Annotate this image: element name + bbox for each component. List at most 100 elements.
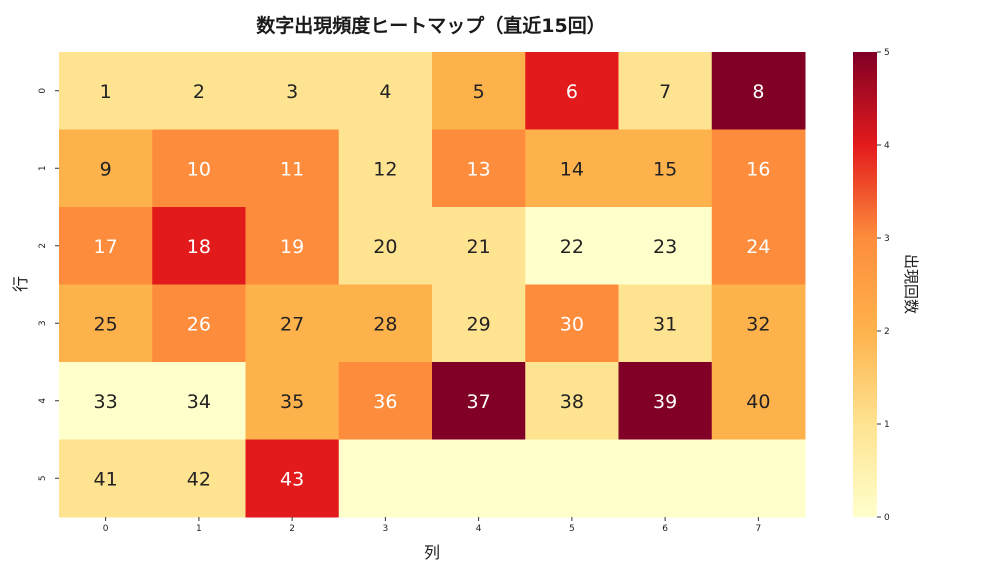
cell-label: 28 — [373, 313, 397, 335]
heatmap-cell — [432, 284, 526, 363]
heatmap-cell — [618, 129, 713, 208]
cell-label: 38 — [560, 391, 584, 413]
heatmap-cell — [711, 362, 806, 440]
x-tick-label: 1 — [196, 524, 202, 534]
heatmap-cell — [338, 207, 433, 285]
heatmap-cell — [59, 439, 153, 518]
colorbar-tick-label: 1 — [884, 420, 890, 430]
heatmap-cell — [432, 52, 526, 130]
cell-label: 25 — [94, 313, 118, 335]
cell-label: 18 — [187, 236, 211, 258]
chart-title: 数字出現頻度ヒートマップ（直近15回） — [256, 14, 605, 37]
cell-label: 42 — [187, 468, 211, 490]
cell-label: 32 — [746, 313, 770, 335]
heatmap-cell — [338, 284, 433, 363]
heatmap-cell — [711, 284, 806, 363]
cell-label: 8 — [752, 81, 764, 103]
x-axis-label: 列 — [424, 543, 440, 562]
cell-label: 5 — [473, 81, 485, 103]
heatmap-cell — [152, 52, 246, 130]
heatmap-cell — [432, 362, 526, 440]
cell-label: 29 — [467, 313, 491, 335]
cell-label: 33 — [94, 391, 118, 413]
heatmap-cell — [59, 129, 153, 208]
y-tick-label: 2 — [38, 243, 48, 249]
cell-label: 40 — [746, 391, 770, 413]
heatmap-cell — [618, 52, 713, 130]
cell-label: 39 — [653, 391, 677, 413]
cell-label: 9 — [100, 158, 112, 180]
cell-label: 22 — [560, 236, 584, 258]
x-tick-label: 7 — [756, 524, 762, 534]
colorbar — [853, 52, 877, 517]
heatmap-cell — [711, 52, 806, 130]
heatmap-cell — [245, 439, 340, 518]
heatmap-cell — [618, 439, 713, 518]
cell-label: 3 — [286, 81, 298, 103]
colorbar-tick-label: 3 — [884, 234, 890, 244]
y-axis-label: 行 — [11, 276, 30, 292]
heatmap-cell — [338, 362, 433, 440]
cell-label: 35 — [280, 391, 304, 413]
cell-label: 43 — [280, 468, 304, 490]
cell-label: 4 — [379, 81, 391, 103]
heatmap-cell — [245, 129, 340, 208]
y-tick-label: 5 — [38, 475, 48, 481]
heatmap-cell — [59, 362, 153, 440]
cell-label: 24 — [746, 236, 770, 258]
heatmap-cell — [525, 362, 619, 440]
colorbar-ticks: 0 1 2 3 4 5 — [877, 48, 890, 523]
heatmap-cell — [432, 207, 526, 285]
cell-label: 1 — [100, 81, 112, 103]
cell-label: 41 — [94, 468, 118, 490]
cell-label: 26 — [187, 313, 211, 335]
heatmap-cell — [152, 207, 246, 285]
heatmap-cell — [432, 129, 526, 208]
y-tick-label: 1 — [38, 165, 48, 171]
heatmap-cell — [338, 52, 433, 130]
heatmap-cell — [711, 129, 806, 208]
colorbar-label: 出現回数 — [902, 254, 920, 314]
cell-label: 37 — [467, 391, 491, 413]
y-tick-label: 0 — [38, 88, 48, 94]
heatmap-cell — [432, 439, 526, 518]
x-axis-ticks: 0 1 2 3 4 5 6 7 — [103, 517, 761, 534]
cell-label: 23 — [653, 236, 677, 258]
heatmap-cell — [525, 129, 619, 208]
heatmap-cell — [152, 284, 246, 363]
cell-label: 6 — [566, 81, 578, 103]
heatmap-cell — [59, 207, 153, 285]
y-axis-ticks: 0 1 2 3 4 5 — [38, 88, 59, 481]
cell-label: 30 — [560, 313, 584, 335]
heatmap-cell — [245, 362, 340, 440]
cell-label: 20 — [373, 236, 397, 258]
y-tick-label: 3 — [38, 320, 48, 326]
heatmap-cell — [152, 362, 246, 440]
heatmap-cell — [525, 439, 619, 518]
heatmap-cell — [525, 207, 619, 285]
cell-label: 2 — [193, 81, 205, 103]
cell-label: 12 — [373, 158, 397, 180]
cell-label: 21 — [467, 236, 491, 258]
heatmap-cell — [245, 284, 340, 363]
cell-label: 31 — [653, 313, 677, 335]
colorbar-tick-label: 5 — [884, 48, 890, 58]
cell-label: 17 — [94, 236, 118, 258]
x-tick-label: 6 — [662, 524, 668, 534]
x-tick-label: 4 — [476, 524, 482, 534]
heatmap-cell — [618, 284, 713, 363]
heatmap-cell — [59, 284, 153, 363]
heatmap-cell — [245, 207, 340, 285]
cell-label: 15 — [653, 158, 677, 180]
colorbar-tick-label: 0 — [884, 513, 890, 523]
colorbar-tick-label: 2 — [884, 327, 890, 337]
cell-label: 16 — [746, 158, 770, 180]
heatmap-cell — [711, 207, 806, 285]
heatmap-cell — [618, 362, 713, 440]
heatmap-cell — [525, 284, 619, 363]
x-tick-label: 2 — [289, 524, 295, 534]
heatmap-cell — [525, 52, 619, 130]
x-tick-label: 0 — [103, 524, 109, 534]
heatmap-cell — [152, 129, 246, 208]
